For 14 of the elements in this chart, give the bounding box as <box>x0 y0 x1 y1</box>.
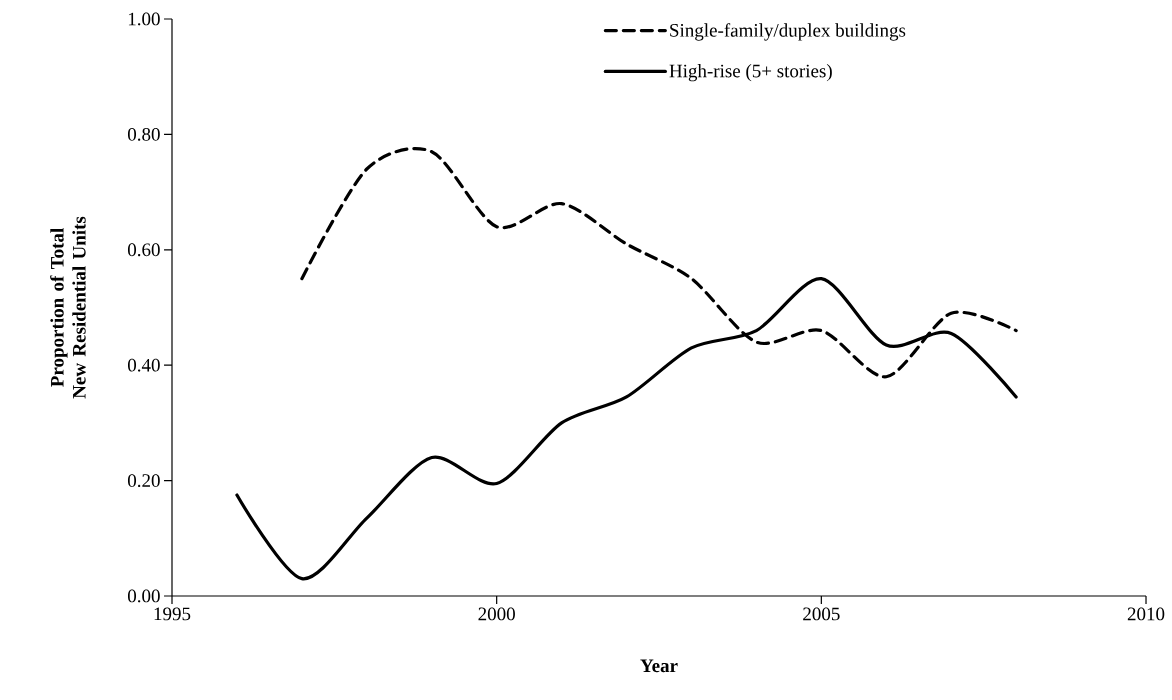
y-tick-label: 0.80 <box>127 127 160 141</box>
x-tick-label: 2000 <box>478 607 515 621</box>
legend-label: High-rise (5+ stories) <box>669 64 832 82</box>
y-tick-label: 0.40 <box>127 358 160 372</box>
x-tick-label: 2010 <box>1127 607 1165 621</box>
y-tick-label: 0.20 <box>127 474 160 488</box>
y-tick-label: 1.00 <box>128 12 160 26</box>
y-tick-label: 0.00 <box>127 589 160 603</box>
y-tick-label: 0.60 <box>127 243 160 257</box>
x-tick-label: 1995 <box>154 607 191 621</box>
legend-label: Single-family/duplex buildings <box>670 23 906 41</box>
y-axis-title: Proportion of Total New Residential Units <box>50 216 86 399</box>
x-axis-title: Year <box>640 659 678 673</box>
x-tick-label: 2005 <box>803 607 840 621</box>
